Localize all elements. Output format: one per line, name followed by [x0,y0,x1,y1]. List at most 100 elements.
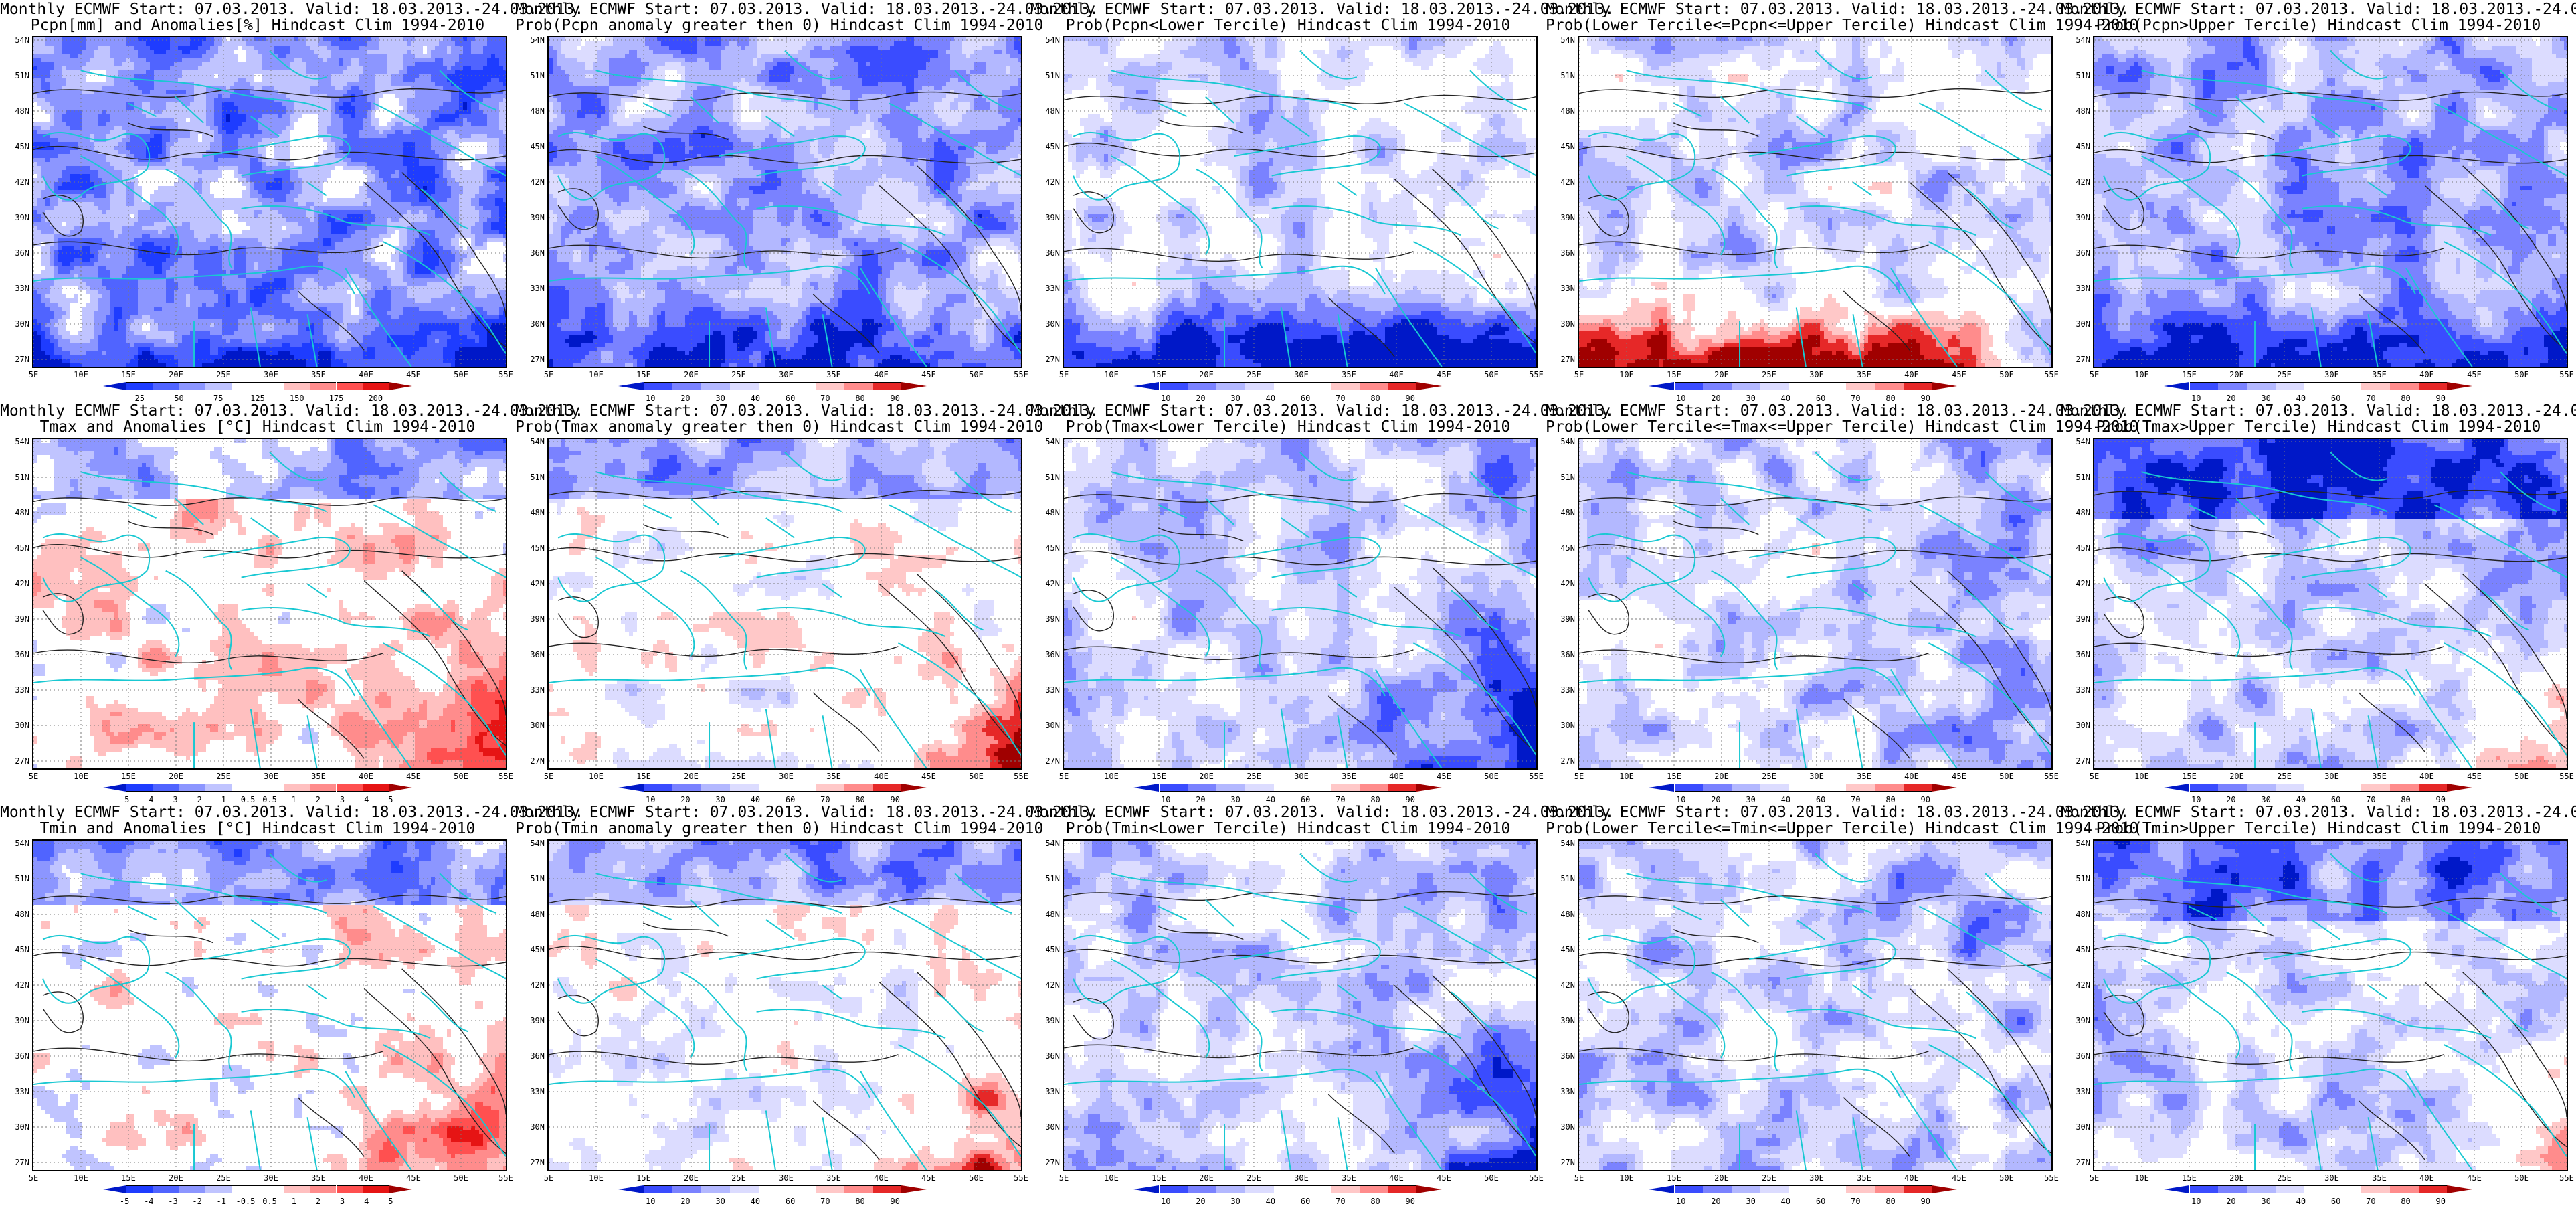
lon-tick-label: 20E [1708,772,1735,781]
lon-tick-label: 50E [1478,772,1505,781]
lon-tick-label: 10E [1098,370,1125,379]
lon-tick-label: 15E [1661,1173,1687,1183]
colorbar-swatch [2276,1185,2304,1193]
colorbar-swatch [701,1185,730,1193]
colorbar-swatch [1732,382,1760,390]
lon-tick-label: 50E [963,370,990,379]
map-panel-tmax-prob-lower: Monthly ECMWF Start: 07.03.2013. Valid: … [1030,402,1546,803]
lon-tick-label: 10E [583,370,610,379]
lon-tick-label: 40E [353,370,379,379]
colorbar-swatch [153,1185,179,1193]
lon-tick-label: 35E [820,370,847,379]
lon-tick-label: 55E [2553,1173,2576,1183]
lon-tick-label: 45E [400,370,427,379]
colorbar-swatch [205,1185,232,1193]
lat-tick-label: 33N [517,284,545,293]
lon-tick-label: 25E [1240,1173,1267,1183]
colorbar-swatch [1789,382,1818,390]
lon-tick-label: 25E [210,1173,237,1183]
lon-tick-label: 40E [1383,772,1410,781]
lat-tick-label: 36N [1032,248,1060,258]
colorbar-swatch [730,382,759,390]
lon-tick-label: 55E [2553,772,2576,781]
colorbar-swatch [644,784,673,792]
panel-title-line1: Monthly ECMWF Start: 07.03.2013. Valid: … [1546,804,2061,821]
map-panel-tmax-prob-positive: Monthly ECMWF Start: 07.03.2013. Valid: … [515,402,1030,803]
lon-tick-label: 5E [2081,772,2108,781]
forecast-map [2093,438,2568,770]
lat-tick-label: 39N [1547,614,1575,624]
panel-title-line2: Prob(Tmin anomaly greater then 0) Hindca… [515,821,1030,837]
lon-tick-label: 10E [68,1173,94,1183]
colorbar-min-arrow [1133,1185,1159,1193]
lat-tick-label: 27N [1547,355,1575,364]
colorbar-swatch [1760,784,1789,792]
lon-tick-label: 20E [678,772,705,781]
lon-tick-label: 20E [2223,1173,2250,1183]
lat-tick-label: 39N [1,1016,29,1025]
lon-tick-label: 25E [725,1173,752,1183]
forecast-map [547,36,1022,368]
lon-tick-label: 45E [1946,370,1972,379]
lat-tick-label: 51N [517,874,545,883]
panel-title-line2: Prob(Pcpn<Lower Tercile) Hindcast Clim 1… [1030,17,1546,34]
lon-tick-label: 10E [1613,370,1640,379]
lon-tick-label: 20E [678,370,705,379]
lat-tick-label: 33N [1547,1087,1575,1096]
colorbar-swatch [873,784,902,792]
panel-title-line2: Prob(Lower Tercile<=Tmin<=Upper Tercile)… [1546,821,2061,837]
colorbar-max-arrow [2447,784,2472,792]
lon-tick-label: 10E [2128,1173,2155,1183]
map-panel-pcpn-prob-lower: Monthly ECMWF Start: 07.03.2013. Valid: … [1030,0,1546,402]
lon-tick-label: 50E [448,370,474,379]
forecast-map [32,438,507,770]
lon-tick-label: 25E [1756,370,1782,379]
lat-tick-label: 33N [2062,685,2090,695]
colorbar-swatch [284,1185,310,1193]
lat-tick-label: 42N [517,579,545,588]
lon-tick-label: 50E [2508,772,2535,781]
colorbar-max-arrow [1416,1185,1442,1193]
colorbar-swatch [2419,1185,2448,1193]
panel-title-line2: Prob(Tmin>Upper Tercile) Hindcast Clim 1… [2061,821,2576,837]
colorbar [1546,382,2061,392]
colorbar-swatch [672,784,701,792]
lat-tick-label: 45N [1547,945,1575,954]
lon-tick-label: 20E [678,1173,705,1183]
lon-tick-label: 30E [1288,1173,1315,1183]
colorbar-swatch [1360,784,1388,792]
colorbar-swatch [1360,382,1388,390]
lon-tick-label: 20E [1708,1173,1735,1183]
map-panel-tmin-prob-upper: Monthly ECMWF Start: 07.03.2013. Valid: … [2061,803,2576,1205]
lat-tick-label: 42N [1,177,29,187]
panel-title-line1: Monthly ECMWF Start: 07.03.2013. Valid: … [1546,1,2061,18]
map-panel-tmax-prob-middle: Monthly ECMWF Start: 07.03.2013. Valid: … [1546,402,2061,803]
lon-tick-label: 50E [2508,370,2535,379]
lat-tick-label: 27N [1547,756,1575,766]
colorbar-swatch [179,382,205,390]
lat-tick-label: 54N [517,437,545,446]
lon-tick-label: 5E [535,772,562,781]
lon-tick-label: 25E [725,772,752,781]
lat-tick-label: 42N [2062,177,2090,187]
colorbar-max-arrow [1416,784,1442,792]
colorbar [515,382,1030,392]
colorbar [0,784,515,793]
lon-tick-label: 50E [963,1173,990,1183]
map-panel-tmin-prob-lower: Monthly ECMWF Start: 07.03.2013. Valid: … [1030,803,1546,1205]
lon-tick-label: 15E [115,1173,142,1183]
lon-tick-label: 10E [1098,772,1125,781]
colorbar-swatch [844,382,873,390]
panel-title-line2: Prob(Tmax anomaly greater then 0) Hindca… [515,419,1030,436]
lat-tick-label: 42N [1032,579,1060,588]
map-canvas [549,439,1021,768]
lat-tick-label: 30N [1547,319,1575,329]
lon-tick-label: 15E [1145,1173,1172,1183]
colorbar-swatch [1331,784,1360,792]
colorbar-swatch [1675,382,1704,390]
colorbar-swatch [2247,784,2276,792]
colorbar-swatch [126,382,153,390]
lat-tick-label: 33N [1032,284,1060,293]
colorbar [515,1185,1030,1195]
lon-tick-label: 25E [2271,370,2298,379]
